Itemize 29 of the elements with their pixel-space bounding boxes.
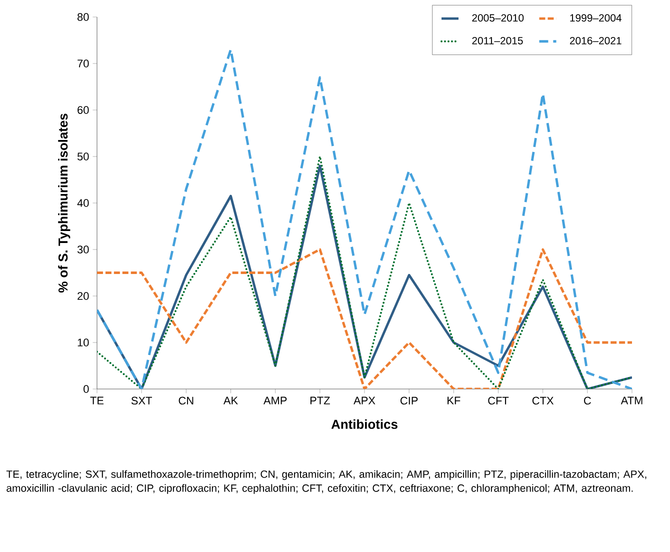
x-tick-label: SXT [131,396,152,405]
y-tick-label: 30 [77,246,89,254]
y-axis-title: % of S. Typhimurium isolates [58,114,70,293]
y-tick-label: 70 [78,60,89,68]
x-tick-label: CFT [488,396,509,405]
x-axis-title: Antibiotics [331,419,398,429]
x-tick-label: PTZ [310,396,330,404]
x-tick-label: APX [354,396,376,404]
legend-label: 2011–2015 [472,36,523,44]
x-tick-label: AK [223,396,238,404]
legend-label: 2005–2010 [472,14,524,22]
x-tick-label: CTX [532,396,554,405]
x-tick-label: AMP [263,396,287,404]
legend-label: 2016–2021 [570,36,622,44]
x-tick-label: CN [178,396,194,405]
x-tick-label: CIP [400,396,418,405]
y-tick-label: 60 [78,106,89,114]
y-tick-label: 50 [77,152,89,160]
text: TE, tetracycline; SXT, sulfamethoxazole-trimethoprim; CN, gentamicin; AK, amikacin; AMP, ampicillin; PTZ, piperacillin-tazobactam; APX, amoxicillin -clavulanic acid; CIP, ciprofloxacin; KF, cephalothin; CFT, cefoxitin; CTX, ceftriaxone; C, chloramphenicol; ATM, aztreonam. [6,470,646,494]
x-tick-label: ATM [620,396,642,404]
y-tick-label: 20 [78,292,89,300]
legend-label: 1999–2004 [570,14,622,22]
x-tick-label: TE [90,396,104,404]
y-tick-label: 0 [84,385,89,393]
x-tick-label: C [584,396,591,405]
y-tick-label: 10 [78,338,89,346]
y-tick-label: 40 [77,199,89,207]
y-tick-label: 80 [78,13,89,21]
x-tick-label: KF [448,396,460,404]
